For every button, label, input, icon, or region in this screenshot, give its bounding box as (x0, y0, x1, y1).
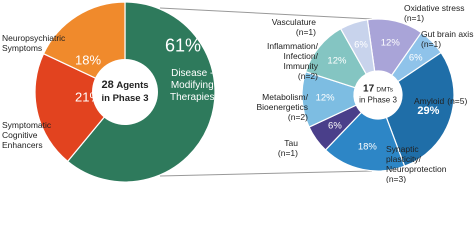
category-label: Synaptic plasticity/ Neuroprotection (386, 144, 447, 174)
category-label: Neuropsychiatric Symptoms (2, 33, 66, 53)
center-number: 17 (363, 83, 375, 95)
value-label: 21% (74, 89, 102, 105)
slice (324, 111, 406, 172)
value-label: 12% (380, 37, 400, 49)
count-label: (n=2) (297, 71, 318, 81)
category-label-group: Vasculature (n=1) (272, 17, 316, 37)
center-subtext: in Phase 3 (101, 93, 149, 104)
center-label: 17 DMTs in Phase 3 (359, 83, 397, 106)
center-number: 28 (101, 79, 114, 91)
category-label-group: Oxidative stress (n=1) (404, 3, 464, 23)
count-label: (n=1) (421, 39, 442, 49)
value-label: 12% (315, 92, 335, 104)
count-label: (n=2) (287, 112, 308, 122)
category-label-group: Synaptic plasticity/ Neuroprotection (n=3… (386, 144, 446, 183)
slice (339, 19, 376, 75)
value-label: 61% (164, 35, 202, 56)
category-label: Vasculature (271, 17, 316, 27)
value-label: 12% (327, 55, 347, 67)
value-label: 18% (74, 52, 102, 68)
category-label: Tau (284, 138, 298, 148)
center-subtext: in Phase 3 (359, 95, 397, 105)
category-label-group: Amyloid (n=5) (414, 96, 467, 106)
slice (34, 52, 126, 163)
center-text: Agents (116, 80, 149, 91)
zoom-line (159, 170, 373, 177)
center-hole (92, 59, 158, 125)
category-label: Disease - Modifying Therapies (170, 68, 215, 103)
center-line: 28 Agents (101, 79, 148, 92)
zoom-line (159, 7, 373, 20)
category-label: Inflammation/ Infection/ Immunity (266, 41, 318, 71)
category-label-group: Metabolism/ Bioenergetics (n=2) (256, 92, 308, 122)
slice (385, 51, 455, 167)
center-line: 17 DMTs (359, 83, 397, 96)
value-label: 6% (408, 52, 423, 64)
count-label: (n=1) (277, 148, 298, 158)
category-label: Gut brain axis (421, 29, 474, 39)
category-label: Symptomatic Cognitive Enhancers (2, 120, 52, 150)
category-label-group: Tau (n=1) (278, 138, 298, 158)
count-label: (n=1) (404, 13, 425, 23)
category-label: Metabolism/ Bioenergetics (256, 92, 308, 112)
category-label: Oxidative stress (404, 3, 465, 13)
category-label-group: Inflammation/ Infection/ Immunity (n=2) (267, 41, 318, 81)
count-label: (n=1) (295, 27, 316, 37)
value-label: 18% (357, 141, 377, 153)
count-label: (n=3) (386, 174, 407, 183)
page: 61% Disease - Modifying Therapies 21% Sympt… (2, 1, 473, 183)
center-label: 28 Agents in Phase 3 (101, 79, 148, 105)
center-text: DMTs (376, 86, 393, 94)
chart (34, 1, 455, 183)
value-label: 29% (417, 105, 440, 118)
category-label-group: Gut brain axis (n=1) (421, 29, 473, 49)
count-label: (n=5) (447, 96, 468, 106)
value-label: 6% (328, 120, 342, 132)
value-label: 6% (354, 39, 368, 51)
category-label: Amyloid (414, 96, 445, 106)
